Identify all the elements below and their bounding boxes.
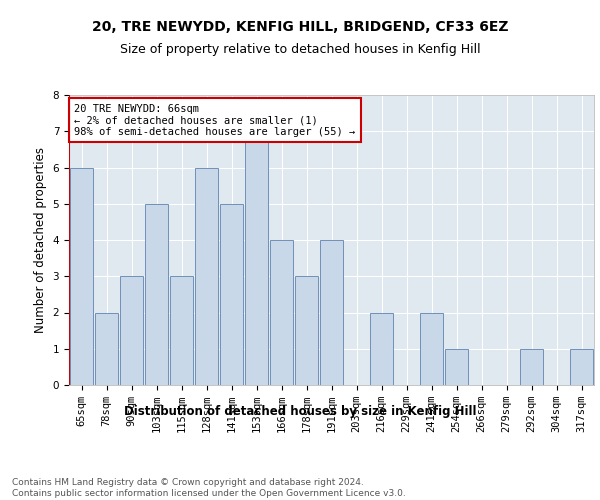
Bar bbox=[370, 312, 393, 385]
Bar bbox=[245, 132, 268, 385]
Text: 20 TRE NEWYDD: 66sqm
← 2% of detached houses are smaller (1)
98% of semi-detache: 20 TRE NEWYDD: 66sqm ← 2% of detached ho… bbox=[74, 104, 355, 137]
Bar bbox=[145, 204, 168, 385]
Bar bbox=[220, 204, 243, 385]
Bar bbox=[520, 349, 543, 385]
Text: Distribution of detached houses by size in Kenfig Hill: Distribution of detached houses by size … bbox=[124, 405, 476, 418]
Bar bbox=[295, 276, 318, 385]
Bar bbox=[420, 312, 443, 385]
Y-axis label: Number of detached properties: Number of detached properties bbox=[34, 147, 47, 333]
Bar bbox=[195, 168, 218, 385]
Bar bbox=[270, 240, 293, 385]
Bar bbox=[70, 168, 93, 385]
Bar bbox=[170, 276, 193, 385]
Bar bbox=[320, 240, 343, 385]
Text: 20, TRE NEWYDD, KENFIG HILL, BRIDGEND, CF33 6EZ: 20, TRE NEWYDD, KENFIG HILL, BRIDGEND, C… bbox=[92, 20, 508, 34]
Text: Contains HM Land Registry data © Crown copyright and database right 2024.
Contai: Contains HM Land Registry data © Crown c… bbox=[12, 478, 406, 498]
Bar bbox=[570, 349, 593, 385]
Text: Size of property relative to detached houses in Kenfig Hill: Size of property relative to detached ho… bbox=[119, 42, 481, 56]
Bar bbox=[120, 276, 143, 385]
Bar bbox=[445, 349, 468, 385]
Bar bbox=[95, 312, 118, 385]
